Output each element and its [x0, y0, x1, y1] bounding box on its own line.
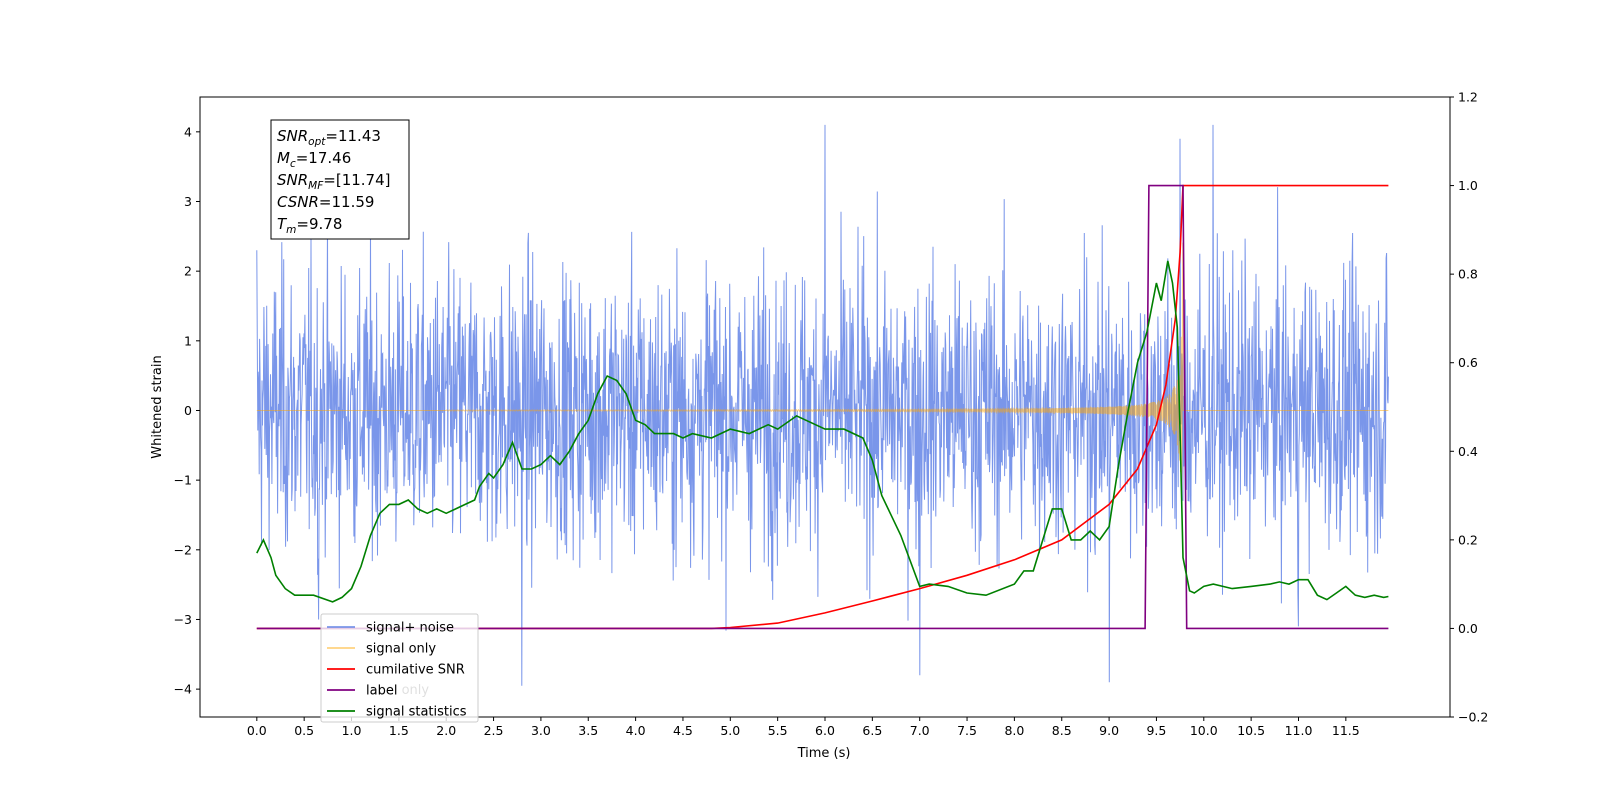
x-tick-label: 8.0: [1004, 723, 1024, 738]
y-left-tick-label: −4: [174, 682, 192, 697]
x-tick-label: 1.0: [342, 723, 362, 738]
y-right-tick-label: −0.2: [1458, 710, 1488, 725]
x-tick-label: 3.5: [578, 723, 598, 738]
annotation-line: Mc=17.46: [277, 149, 351, 170]
x-axis: 0.0 0.5 1.0 1.5 2.0 2.5 3.0 3.5 4.0 4.5 5.0 5.5 6.0 6…: [247, 717, 1360, 738]
annotation-box: SNRopt=11.43Mc=17.46SNRMF=[11.74]CSNR=11…: [270, 119, 410, 240]
legend-ghost-text: signal statistics: [366, 705, 467, 720]
x-tick-label: 11.0: [1285, 723, 1313, 738]
y-right-tick-label: 0.2: [1458, 532, 1478, 547]
y-axis-label: Whitened strain: [150, 355, 165, 458]
legend-label: label: [366, 684, 397, 699]
y-left-tick-label: −1: [174, 473, 192, 488]
y-left-tick-label: 1: [184, 333, 192, 348]
legend-label: signal statistics: [366, 705, 467, 720]
x-tick-label: 5.0: [720, 723, 740, 738]
annotation-line: SNRopt=11.43: [277, 127, 381, 148]
x-tick-label: 7.0: [910, 723, 930, 738]
y-left-tick-label: 3: [184, 194, 192, 209]
legend: label only signal statistics signal+ noise…: [320, 613, 479, 723]
x-tick-label: 1.5: [389, 723, 409, 738]
y-left-axis: −4 −3 −2 −1 0 1 2 3 4: [174, 124, 200, 697]
y-right-tick-label: 1.0: [1458, 178, 1478, 193]
x-tick-label: 0.0: [247, 723, 267, 738]
x-tick-label: 5.5: [768, 723, 788, 738]
x-tick-label: 11.5: [1332, 723, 1360, 738]
y-left-tick-label: −2: [174, 542, 192, 557]
y-right-tick-label: 1.2: [1458, 90, 1478, 105]
x-tick-label: 3.0: [531, 723, 551, 738]
x-tick-label: 2.5: [484, 723, 504, 738]
y-left-tick-label: −3: [174, 612, 192, 627]
x-tick-label: 0.5: [294, 723, 314, 738]
legend-frame: [320, 613, 479, 723]
series-signal-only: [256, 242, 1389, 499]
x-tick-label: 2.0: [436, 723, 456, 738]
series-signal-statistics: [256, 260, 1389, 603]
annotation-line: SNRMF=[11.74]: [277, 171, 391, 192]
x-tick-label: 7.5: [957, 723, 977, 738]
annotation-line: CSNR=11.59: [277, 193, 374, 211]
x-axis-label: Time (s): [797, 746, 851, 761]
x-tick-label: 9.5: [1146, 723, 1166, 738]
x-tick-label: 8.5: [1052, 723, 1072, 738]
legend-label: cumilative SNR: [366, 663, 465, 678]
x-tick-label: 10.0: [1190, 723, 1218, 738]
y-right-tick-label: 0.6: [1458, 355, 1478, 370]
x-tick-label: 4.0: [626, 723, 646, 738]
y-right-tick-label: 0.0: [1458, 621, 1478, 636]
y-left-tick-label: 0: [184, 403, 192, 418]
x-tick-label: 10.5: [1237, 723, 1265, 738]
annotation-frame: [270, 119, 410, 240]
y-left-tick-label: 2: [184, 264, 192, 279]
x-tick-label: 4.5: [673, 723, 693, 738]
y-right-tick-label: 0.4: [1458, 444, 1478, 459]
legend-ghost-text: label only: [366, 683, 429, 698]
legend-label: signal only: [366, 642, 436, 657]
legend-label: signal+ noise: [366, 621, 454, 636]
y-right-axis: −0.2 0.0 0.2 0.4 0.6 0.8 1.0 1.2: [1450, 90, 1488, 725]
series-signal-noise: [256, 124, 1389, 686]
series-cumulative-snr: [256, 184, 1389, 630]
y-left-tick-label: 4: [184, 124, 192, 139]
x-tick-label: 6.5: [862, 723, 882, 738]
x-tick-label: 9.0: [1099, 723, 1119, 738]
y-right-tick-label: 0.8: [1458, 267, 1478, 282]
plot-area: [256, 124, 1389, 686]
annotation-line: Tm=9.78: [277, 215, 342, 236]
series-label: [256, 184, 1389, 630]
x-tick-label: 6.0: [815, 723, 835, 738]
